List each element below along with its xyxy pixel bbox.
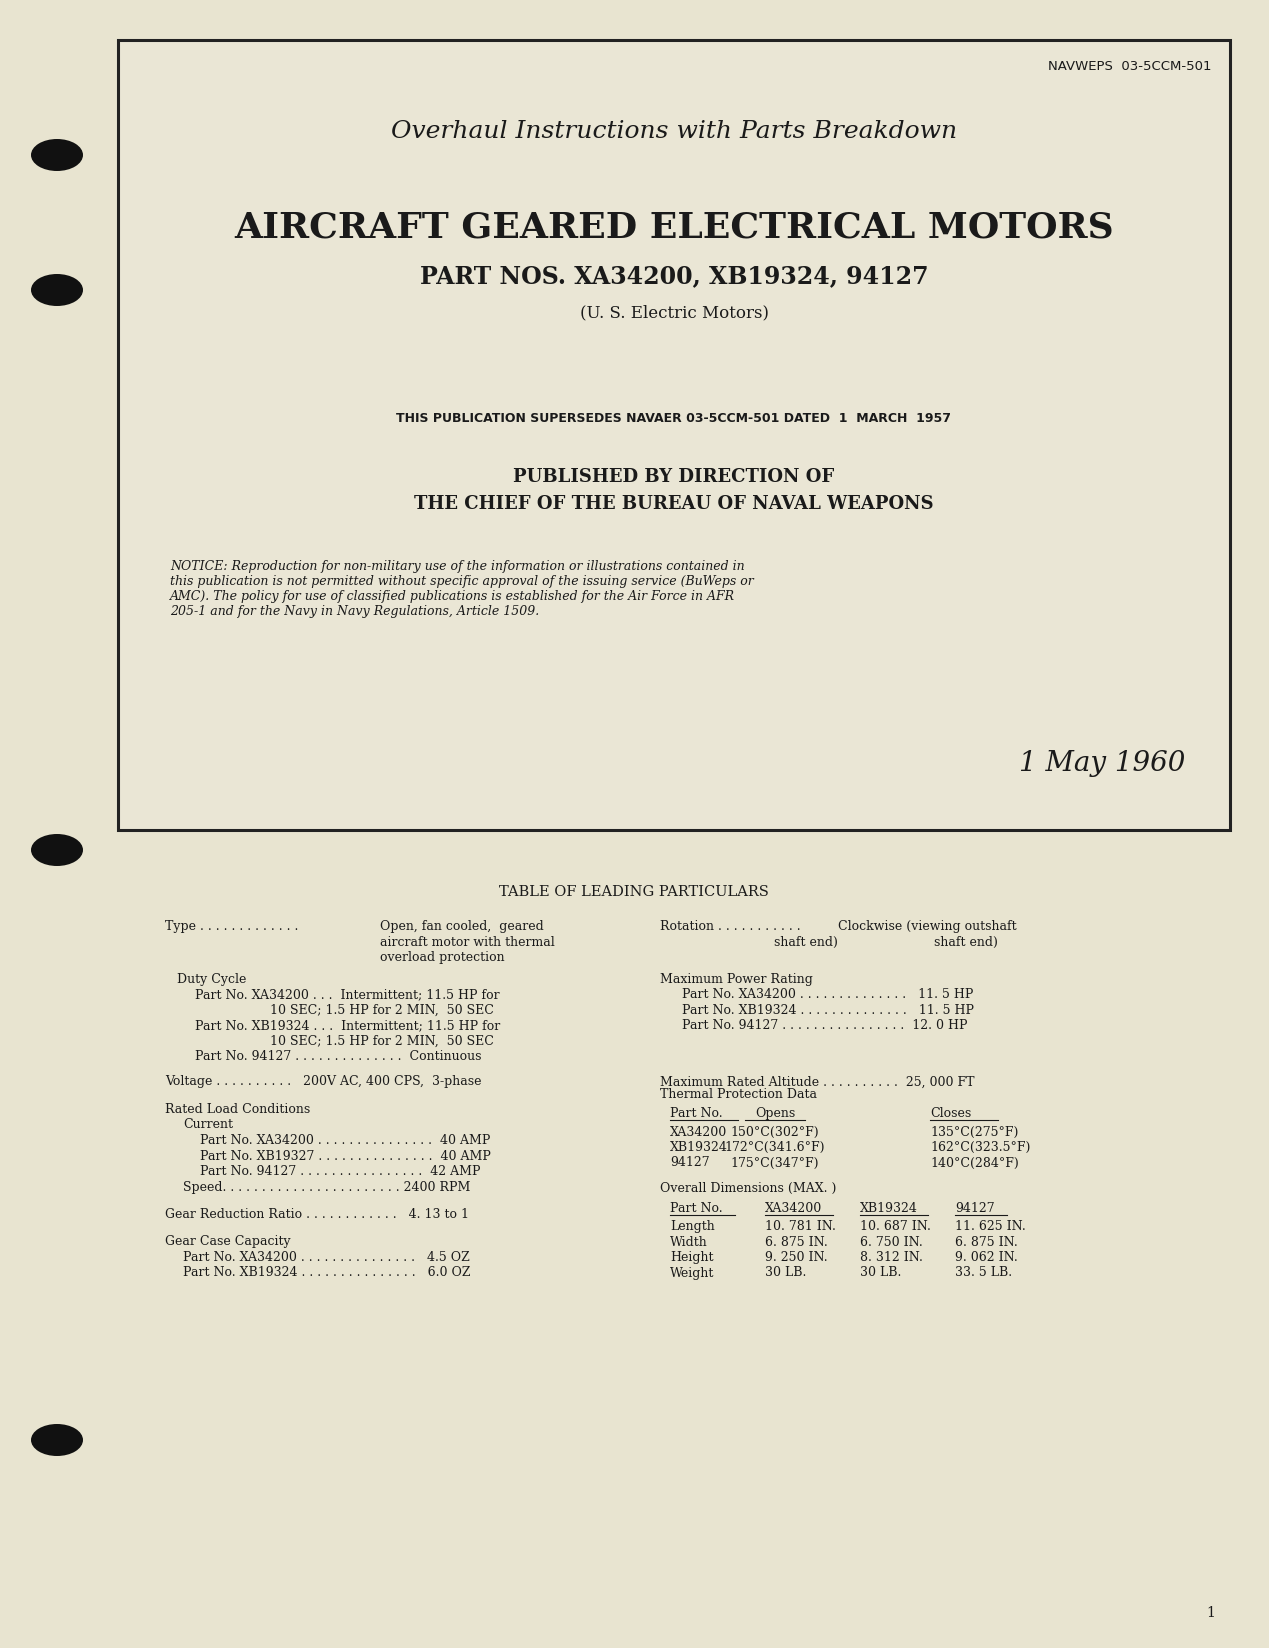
- Text: AIRCRAFT GEARED ELECTRICAL MOTORS: AIRCRAFT GEARED ELECTRICAL MOTORS: [235, 209, 1114, 244]
- Text: 30 LB.: 30 LB.: [860, 1267, 901, 1279]
- Text: 1: 1: [1206, 1607, 1214, 1620]
- Text: Gear Case Capacity: Gear Case Capacity: [165, 1236, 291, 1249]
- Text: Opens: Opens: [755, 1107, 796, 1121]
- Text: 9. 250 IN.: 9. 250 IN.: [765, 1251, 827, 1264]
- Text: Thermal Protection Data: Thermal Protection Data: [660, 1088, 817, 1101]
- Text: Maximum Rated Altitude . . . . . . . . . .  25, 000 FT: Maximum Rated Altitude . . . . . . . . .…: [660, 1076, 975, 1088]
- Text: THIS PUBLICATION SUPERSEDES NAVAER 03-5CCM-501 DATED  1  MARCH  1957: THIS PUBLICATION SUPERSEDES NAVAER 03-5C…: [396, 412, 952, 425]
- Text: NAVWEPS  03-5CCM-501: NAVWEPS 03-5CCM-501: [1048, 59, 1212, 73]
- Text: XA34200: XA34200: [670, 1126, 727, 1139]
- Text: Maximum Power Rating: Maximum Power Rating: [660, 972, 813, 986]
- Text: shaft end): shaft end): [774, 936, 838, 949]
- Text: Overhaul Instructions with Parts Breakdown: Overhaul Instructions with Parts Breakdo…: [391, 120, 957, 143]
- Text: 175°C(347°F): 175°C(347°F): [731, 1157, 820, 1170]
- Text: Part No. 94127 . . . . . . . . . . . . . .  Continuous: Part No. 94127 . . . . . . . . . . . . .…: [195, 1050, 481, 1063]
- Text: NOTICE: Reproduction for non-military use of the information or illustrations co: NOTICE: Reproduction for non-military us…: [170, 560, 754, 618]
- Ellipse shape: [30, 1424, 82, 1455]
- Text: 6. 875 IN.: 6. 875 IN.: [765, 1236, 827, 1249]
- Text: Rated Load Conditions: Rated Load Conditions: [165, 1103, 310, 1116]
- Text: XB19324: XB19324: [670, 1140, 728, 1154]
- Text: TABLE OF LEADING PARTICULARS: TABLE OF LEADING PARTICULARS: [499, 885, 769, 900]
- Text: 10 SEC; 1.5 HP for 2 MIN,  50 SEC: 10 SEC; 1.5 HP for 2 MIN, 50 SEC: [270, 1004, 494, 1017]
- Text: Part No. XB19324 . . .  Intermittent; 11.5 HP for: Part No. XB19324 . . . Intermittent; 11.…: [195, 1018, 500, 1032]
- Text: Current: Current: [183, 1119, 233, 1132]
- Ellipse shape: [30, 274, 82, 307]
- Text: 172°C(341.6°F): 172°C(341.6°F): [725, 1140, 825, 1154]
- Ellipse shape: [30, 138, 82, 171]
- Text: Speed. . . . . . . . . . . . . . . . . . . . . . . 2400 RPM: Speed. . . . . . . . . . . . . . . . . .…: [183, 1180, 471, 1193]
- Text: XA34200: XA34200: [765, 1201, 822, 1215]
- Text: 6. 875 IN.: 6. 875 IN.: [956, 1236, 1018, 1249]
- Text: aircraft motor with thermal: aircraft motor with thermal: [379, 936, 555, 949]
- Text: Part No. XB19324 . . . . . . . . . . . . . .   11. 5 HP: Part No. XB19324 . . . . . . . . . . . .…: [681, 1004, 975, 1017]
- Text: Length: Length: [670, 1220, 714, 1233]
- Text: Part No. XA34200 . . . . . . . . . . . . . . .   4.5 OZ: Part No. XA34200 . . . . . . . . . . . .…: [183, 1251, 470, 1264]
- Text: Part No. XA34200 . . .  Intermittent; 11.5 HP for: Part No. XA34200 . . . Intermittent; 11.…: [195, 989, 500, 1000]
- Text: Part No.: Part No.: [670, 1107, 722, 1121]
- Text: 162°C(323.5°F): 162°C(323.5°F): [930, 1140, 1030, 1154]
- Text: 10 SEC; 1.5 HP for 2 MIN,  50 SEC: 10 SEC; 1.5 HP for 2 MIN, 50 SEC: [270, 1035, 494, 1048]
- Text: 1 May 1960: 1 May 1960: [1019, 750, 1185, 776]
- Text: 6. 750 IN.: 6. 750 IN.: [860, 1236, 923, 1249]
- Text: overload protection: overload protection: [379, 951, 505, 964]
- Text: Part No. 94127 . . . . . . . . . . . . . . . .  12. 0 HP: Part No. 94127 . . . . . . . . . . . . .…: [681, 1018, 967, 1032]
- Ellipse shape: [30, 834, 82, 865]
- Text: 135°C(275°F): 135°C(275°F): [930, 1126, 1019, 1139]
- Text: Rotation . . . . . . . . . . .: Rotation . . . . . . . . . . .: [660, 920, 801, 933]
- Text: XB19324: XB19324: [860, 1201, 917, 1215]
- Text: Width: Width: [670, 1236, 708, 1249]
- Text: Voltage . . . . . . . . . .   200V AC, 400 CPS,  3-phase: Voltage . . . . . . . . . . 200V AC, 400…: [165, 1076, 481, 1088]
- Text: Part No. 94127 . . . . . . . . . . . . . . . .  42 AMP: Part No. 94127 . . . . . . . . . . . . .…: [201, 1165, 481, 1178]
- Text: 94127: 94127: [956, 1201, 995, 1215]
- Text: Closes: Closes: [930, 1107, 971, 1121]
- Text: Part No. XB19327 . . . . . . . . . . . . . . .  40 AMP: Part No. XB19327 . . . . . . . . . . . .…: [201, 1150, 491, 1162]
- Text: Overall Dimensions (MAX. ): Overall Dimensions (MAX. ): [660, 1182, 836, 1195]
- Text: 8. 312 IN.: 8. 312 IN.: [860, 1251, 923, 1264]
- Text: 140°C(284°F): 140°C(284°F): [930, 1157, 1019, 1170]
- Text: Duty Cycle: Duty Cycle: [176, 972, 246, 986]
- Text: Clockwise (viewing outshaft: Clockwise (viewing outshaft: [838, 920, 1016, 933]
- Text: Gear Reduction Ratio . . . . . . . . . . . .   4. 13 to 1: Gear Reduction Ratio . . . . . . . . . .…: [165, 1208, 470, 1221]
- Text: THE CHIEF OF THE BUREAU OF NAVAL WEAPONS: THE CHIEF OF THE BUREAU OF NAVAL WEAPONS: [414, 494, 934, 513]
- Text: 30 LB.: 30 LB.: [765, 1267, 806, 1279]
- Text: 94127: 94127: [670, 1157, 709, 1170]
- Text: 10. 781 IN.: 10. 781 IN.: [765, 1220, 836, 1233]
- Text: shaft end): shaft end): [934, 936, 997, 949]
- Text: Part No. XB19324 . . . . . . . . . . . . . . .   6.0 OZ: Part No. XB19324 . . . . . . . . . . . .…: [183, 1267, 471, 1279]
- Text: 9. 062 IN.: 9. 062 IN.: [956, 1251, 1018, 1264]
- Text: 10. 687 IN.: 10. 687 IN.: [860, 1220, 931, 1233]
- Text: PART NOS. XA34200, XB19324, 94127: PART NOS. XA34200, XB19324, 94127: [420, 264, 929, 288]
- Text: 33. 5 LB.: 33. 5 LB.: [956, 1267, 1013, 1279]
- Text: 11. 625 IN.: 11. 625 IN.: [956, 1220, 1025, 1233]
- Text: (U. S. Electric Motors): (U. S. Electric Motors): [580, 303, 769, 321]
- Text: Type . . . . . . . . . . . . .: Type . . . . . . . . . . . . .: [165, 920, 298, 933]
- Text: Height: Height: [670, 1251, 713, 1264]
- Text: 150°C(302°F): 150°C(302°F): [731, 1126, 820, 1139]
- Text: Open, fan cooled,  geared: Open, fan cooled, geared: [379, 920, 543, 933]
- Bar: [118, 40, 1230, 831]
- Text: Weight: Weight: [670, 1267, 714, 1279]
- Text: PUBLISHED BY DIRECTION OF: PUBLISHED BY DIRECTION OF: [514, 468, 835, 486]
- Text: Part No.: Part No.: [670, 1201, 722, 1215]
- Text: Part No. XA34200 . . . . . . . . . . . . . . .  40 AMP: Part No. XA34200 . . . . . . . . . . . .…: [201, 1134, 490, 1147]
- Text: Part No. XA34200 . . . . . . . . . . . . . .   11. 5 HP: Part No. XA34200 . . . . . . . . . . . .…: [681, 989, 973, 1000]
